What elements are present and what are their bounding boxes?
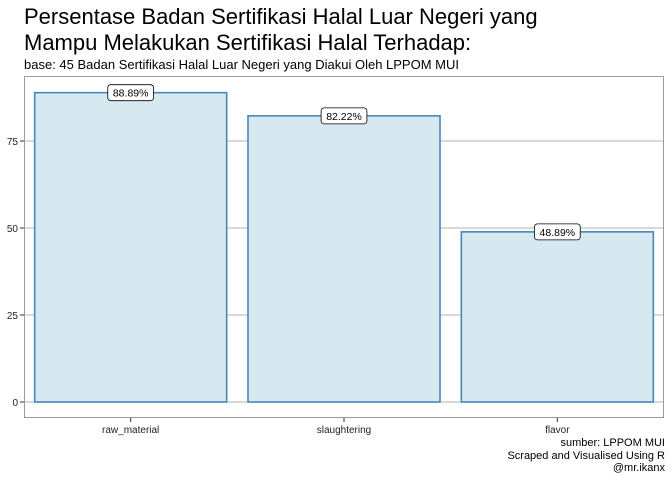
caption-author: @mr.ikanx bbox=[612, 462, 665, 474]
bar-raw_material bbox=[33, 91, 228, 403]
chart-title-line-1: Persentase Badan Sertifikasi Halal Luar … bbox=[24, 4, 538, 29]
bar-slaughtering bbox=[247, 115, 441, 403]
data-label-box bbox=[107, 84, 154, 102]
y-tick-label: 0 bbox=[12, 398, 18, 409]
caption-source: sumber: LPPOM MUI bbox=[560, 437, 665, 449]
bar-flavor bbox=[460, 231, 655, 403]
x-tick-label: flavor bbox=[545, 425, 570, 436]
caption-tool: Scraped and Visualised Using R bbox=[507, 449, 665, 462]
y-tick-label: 50 bbox=[7, 224, 19, 235]
y-tick-label: 75 bbox=[7, 137, 19, 148]
data-label: 82.22% bbox=[326, 111, 362, 123]
chart-title-line-2: Mampu Melakukan Sertifikasi Halal Terhad… bbox=[24, 30, 472, 55]
plot-panel bbox=[24, 76, 664, 418]
data-label: 88.89% bbox=[113, 88, 149, 100]
chart-caption: sumber: LPPOM MUI Scraped and Visualised… bbox=[507, 437, 665, 475]
y-tick-label: 25 bbox=[7, 311, 19, 322]
x-tick-label: raw_material bbox=[102, 425, 159, 436]
chart-title: Persentase Badan Sertifikasi Halal Luar … bbox=[24, 4, 538, 56]
x-tick-label: slaughtering bbox=[317, 425, 371, 436]
chart-subtitle: base: 45 Badan Sertifikasi Halal Luar Ne… bbox=[24, 57, 459, 72]
data-label-box bbox=[534, 223, 581, 241]
data-label: 48.89% bbox=[540, 227, 576, 239]
data-label-box bbox=[320, 107, 368, 125]
